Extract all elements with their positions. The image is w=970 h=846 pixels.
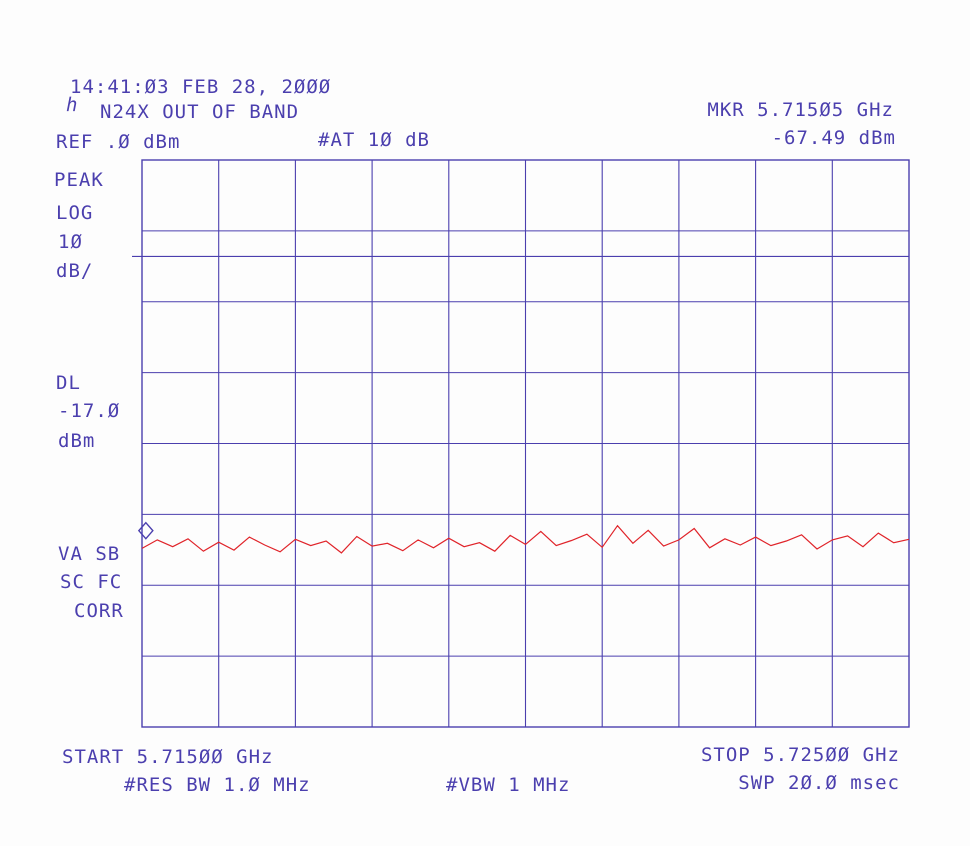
display-line-label: DL xyxy=(56,372,81,394)
scale-unit-label: dB/ xyxy=(56,260,94,282)
plot-title: N24X OUT OF BAND xyxy=(100,101,300,123)
detector-label: PEAK xyxy=(54,169,104,191)
trace-line xyxy=(141,524,910,554)
flags-line-2: SC FC xyxy=(60,571,123,593)
flags-line-1: VA SB xyxy=(58,543,121,565)
datetime-label: 14:41:Ø3 FEB 28, 2ØØØ xyxy=(70,76,332,98)
resolution-bandwidth-label: #RES BW 1.Ø MHz xyxy=(124,774,311,796)
video-bandwidth-label: #VBW 1 MHz xyxy=(446,774,571,796)
scale-type-label: LOG xyxy=(56,202,94,224)
hp-logo-icon: ℎ xyxy=(66,94,79,116)
scale-value-label: 1Ø xyxy=(58,231,83,253)
display-line-value: -17.Ø xyxy=(58,400,121,422)
stop-frequency-label: STOP 5.725ØØ GHz xyxy=(700,744,900,766)
marker-diamond-icon xyxy=(137,521,154,540)
sweep-time-label: SWP 2Ø.Ø msec xyxy=(738,772,900,794)
flags-line-3: CORR xyxy=(74,600,124,622)
marker-frequency-label: MKR 5.715Ø5 GHz xyxy=(707,99,894,121)
attenuation-label: #AT 1Ø dB xyxy=(318,129,430,151)
marker-level-label: -67.49 dBm xyxy=(771,127,896,149)
start-frequency-label: START 5.715ØØ GHz xyxy=(62,746,274,768)
display-line-unit: dBm xyxy=(58,430,96,452)
ref-level-label: REF .Ø dBm xyxy=(56,131,181,153)
